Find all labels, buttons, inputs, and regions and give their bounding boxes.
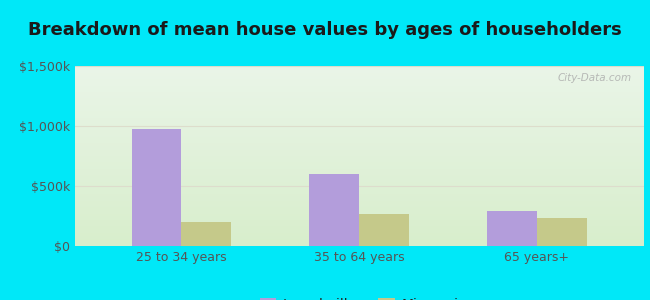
Bar [181,222,231,246]
Text: Breakdown of mean house values by ages of householders: Breakdown of mean house values by ages o… [28,21,622,39]
Bar [309,174,359,246]
Bar [359,214,409,246]
Text: City-Data.com: City-Data.com [558,73,632,83]
Bar [131,129,181,246]
Legend: Josephville, Missouri: Josephville, Missouri [254,292,464,300]
Bar [537,218,586,246]
Bar [487,211,537,246]
